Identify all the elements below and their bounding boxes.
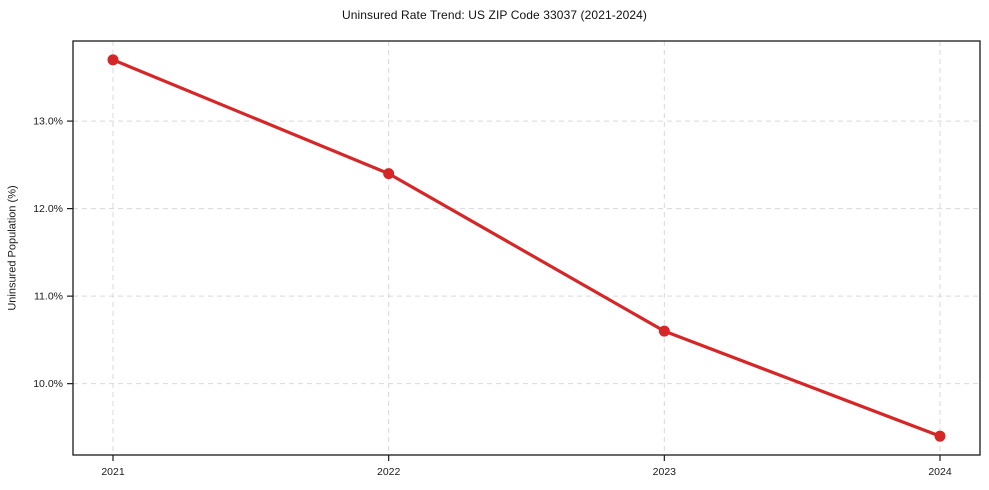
- y-tick-label: 12.0%: [33, 203, 63, 215]
- data-point: [934, 430, 946, 442]
- x-tick-label: 2023: [653, 466, 677, 478]
- y-tick-label: 10.0%: [33, 378, 63, 390]
- y-axis-label-container: Uninsured Population (%): [2, 41, 24, 455]
- data-point: [107, 54, 119, 66]
- y-axis-label: Uninsured Population (%): [7, 185, 20, 311]
- y-tick-label: 11.0%: [34, 291, 63, 303]
- plot-background: [73, 41, 980, 455]
- x-tick-label: 2021: [101, 466, 125, 478]
- x-tick-label: 2024: [928, 466, 952, 478]
- trend-line: [111, 58, 942, 438]
- x-tick-label: 2022: [377, 466, 401, 478]
- y-tick-label: 13.0%: [33, 116, 63, 128]
- chart-title: Uninsured Rate Trend: US ZIP Code 33037 …: [341, 8, 648, 22]
- data-point: [383, 168, 395, 180]
- data-point: [658, 325, 670, 337]
- plot-border: [72, 40, 981, 456]
